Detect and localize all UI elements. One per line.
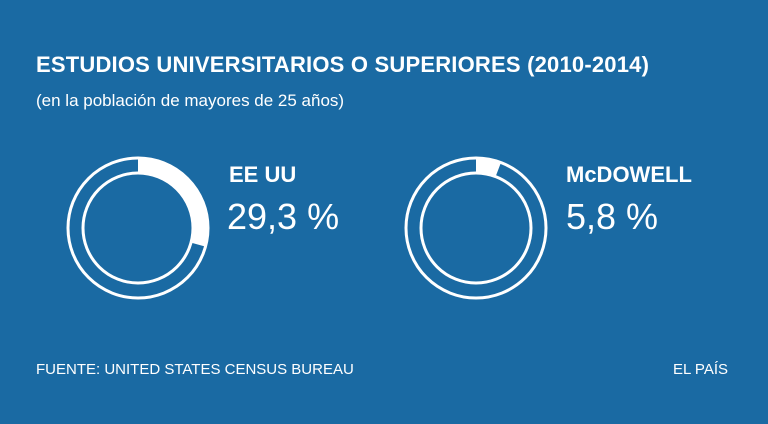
- series-value-mcdowell: 5,8 %: [566, 196, 659, 237]
- series-label-mcdowell: McDOWELL: [566, 162, 692, 187]
- donut-inner-ring: [81, 171, 195, 285]
- donut-fill-arc-mcdowell: [476, 158, 501, 177]
- series-value-ee-uu: 29,3 %: [227, 196, 340, 237]
- donut-outer-ring: [404, 156, 548, 300]
- chart-title: ESTUDIOS UNIVERSITARIOS O SUPERIORES (20…: [36, 52, 650, 77]
- chart-subtitle: (en la población de mayores de 25 años): [36, 91, 345, 110]
- series-label-ee-uu: EE UU: [229, 162, 297, 187]
- donut-fill-arc-ee-uu: [138, 158, 208, 247]
- donut-chart-mcdowell: [404, 156, 548, 300]
- donut-chart-ee-uu: [66, 156, 210, 300]
- source-note: FUENTE: UNITED STATES CENSUS BUREAU: [36, 361, 354, 378]
- donut-inner-ring: [419, 171, 533, 285]
- publisher-credit: EL PAÍS: [672, 361, 728, 378]
